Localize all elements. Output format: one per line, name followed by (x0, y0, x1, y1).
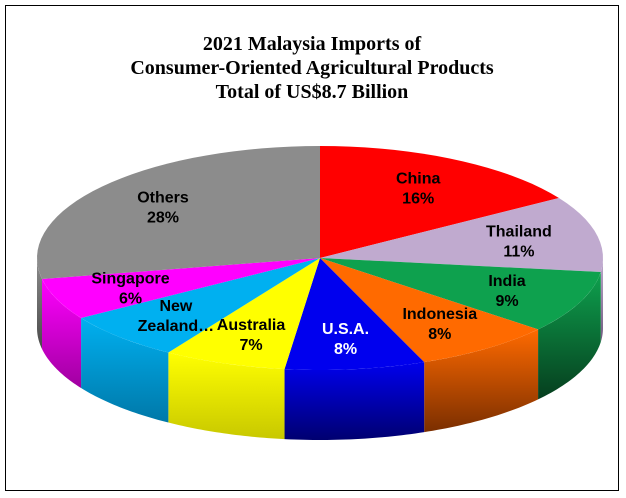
slice-value-indonesia: 8% (428, 326, 451, 343)
chart-title-line-3: Total of US$8.7 Billion (215, 81, 409, 103)
pie-slice-australia (168, 258, 320, 370)
pie-slice-new-zealand (81, 258, 320, 353)
pie-slice-thailand (320, 197, 603, 273)
pie-side-new-zealand (81, 318, 169, 423)
pie-side-australia (168, 352, 285, 440)
slice-label-new-zealand: New (159, 298, 192, 315)
pie-top (37, 146, 603, 370)
chart-title: 2021 Malaysia Imports of Consumer-Orient… (6, 32, 618, 104)
slice-label-china: China (396, 170, 441, 187)
slice-label-thailand: Thailand (486, 223, 552, 240)
slice-value-australia: 7% (239, 337, 262, 354)
slice-value-india: 9% (495, 293, 518, 310)
pie-side-u-s-a (284, 362, 425, 440)
pie-slice-others (37, 146, 321, 279)
slice-value-others: 28% (147, 210, 179, 227)
slice-label-singapore: Singapore (91, 271, 169, 288)
pie-slice-china (320, 146, 559, 258)
chart-title-line-2: Consumer-Oriented Agricultural Products (130, 57, 494, 79)
pie-side-indonesia (424, 329, 539, 433)
slice-value-thailand: 11% (503, 243, 534, 260)
slice-value-singapore: 6% (119, 291, 142, 308)
pie-slice-singapore (42, 258, 320, 319)
slice-label-india: India (488, 273, 525, 290)
pie-slice-india (320, 258, 601, 330)
pie-side-singapore (42, 278, 82, 389)
pie-slice-u-s-a (284, 258, 425, 370)
pie-side-others (37, 258, 43, 349)
pie-side-india (538, 272, 601, 400)
slice-label-new-zealand: Zealand… (138, 318, 214, 335)
slice-label-u-s-a: U.S.A. (322, 321, 369, 338)
slice-value-u-s-a: 8% (334, 341, 357, 358)
pie-slice-indonesia (320, 258, 539, 363)
slice-label-australia: Australia (217, 317, 286, 334)
slice-label-others: Others (137, 190, 189, 207)
slice-label-indonesia: Indonesia (402, 306, 477, 323)
pie-side-walls (37, 258, 603, 440)
pie-labels: China 16% Thailand 11% India 9% Indonesia 8% U.S… (91, 170, 551, 358)
chart-title-line-1: 2021 Malaysia Imports of (202, 33, 422, 55)
pie-side-thailand (600, 258, 603, 343)
slice-value-china: 16% (402, 190, 434, 207)
